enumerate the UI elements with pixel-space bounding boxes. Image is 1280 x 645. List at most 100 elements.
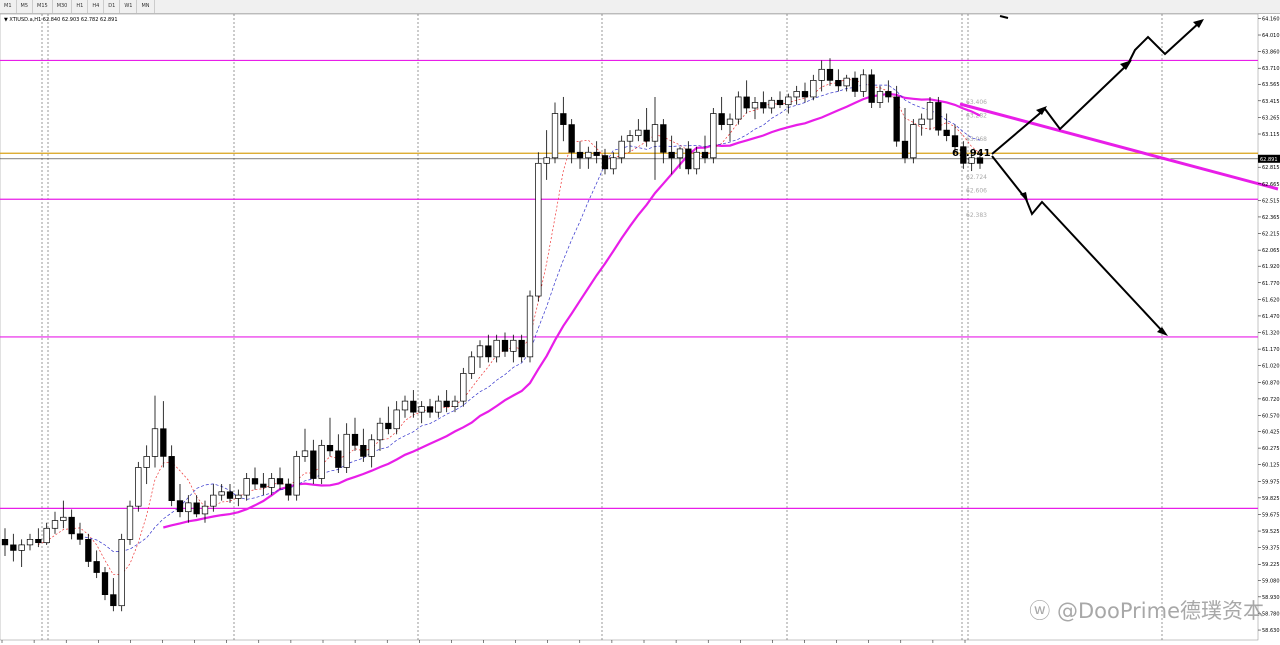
timeframe-button[interactable]: M30 bbox=[53, 0, 73, 13]
candle-body bbox=[110, 594, 117, 607]
candle-body bbox=[385, 422, 392, 430]
candle-body bbox=[101, 572, 109, 596]
candle-body bbox=[668, 151, 675, 159]
candle-body bbox=[235, 494, 242, 499]
candle-body bbox=[226, 491, 234, 499]
y-tick-label: 63.710 bbox=[1262, 66, 1280, 72]
candle-body bbox=[676, 148, 684, 159]
candle-body bbox=[143, 456, 150, 468]
candle-body bbox=[610, 157, 617, 170]
timeframe-button[interactable]: H4 bbox=[88, 0, 105, 13]
timeframe-button[interactable]: M1 bbox=[0, 0, 17, 13]
timeframe-button[interactable]: D1 bbox=[104, 0, 121, 13]
candle-body bbox=[168, 456, 175, 501]
candle-body bbox=[718, 113, 725, 125]
fib-label: 63.282 bbox=[966, 113, 987, 120]
candle-body bbox=[601, 155, 609, 170]
watermark: ⓦ @DooPrime德璞资本 bbox=[1029, 595, 1264, 625]
candle-body bbox=[51, 520, 59, 529]
candle-body bbox=[318, 444, 325, 479]
candle-body bbox=[260, 483, 267, 488]
timeframe-button[interactable]: M15 bbox=[33, 0, 53, 13]
weibo-icon: ⓦ bbox=[1029, 599, 1051, 623]
y-tick-label: 60.425 bbox=[1262, 430, 1280, 436]
y-tick-label: 58.780 bbox=[1262, 611, 1280, 617]
candle-body bbox=[960, 146, 967, 164]
y-tick-label: 59.675 bbox=[1262, 512, 1280, 518]
candle-body bbox=[860, 74, 867, 92]
candle-body bbox=[585, 151, 592, 159]
candle-body bbox=[476, 345, 484, 358]
candle-body bbox=[868, 74, 875, 103]
candle-body bbox=[310, 450, 317, 479]
candle-body bbox=[26, 539, 34, 546]
timeframe-button[interactable]: H1 bbox=[72, 0, 89, 13]
candle-body bbox=[526, 295, 534, 358]
y-tick-label: 63.115 bbox=[1262, 132, 1280, 138]
candle-body bbox=[343, 433, 350, 468]
candle-body bbox=[893, 96, 900, 142]
candle-body bbox=[910, 124, 917, 159]
candle-body bbox=[493, 339, 500, 358]
candle-body bbox=[685, 148, 692, 170]
y-tick-label: 64.160 bbox=[1262, 16, 1280, 22]
candle-body bbox=[593, 151, 600, 156]
candle-body bbox=[560, 113, 567, 125]
candle-body bbox=[76, 533, 84, 540]
candle-body bbox=[360, 444, 367, 457]
candle-body bbox=[435, 400, 442, 413]
candle-body bbox=[635, 129, 642, 137]
candle-body bbox=[185, 502, 192, 513]
candle-body bbox=[351, 433, 359, 446]
arrow-heads bbox=[1020, 19, 1204, 336]
candle-body bbox=[751, 102, 759, 109]
y-tick-label: 61.170 bbox=[1262, 347, 1280, 353]
y-tick-label: 59.375 bbox=[1262, 546, 1280, 552]
candle-body bbox=[293, 456, 300, 496]
candle-body bbox=[568, 124, 575, 153]
candle-body bbox=[1, 539, 9, 546]
candle-body bbox=[618, 140, 625, 159]
plot-area bbox=[0, 14, 1259, 641]
candle-body bbox=[251, 478, 259, 485]
timeframe-toolbar: M1 M5 M15 M30 H1 H4 D1 W1 MN bbox=[0, 0, 1280, 14]
candle-body bbox=[60, 516, 67, 521]
candle-body bbox=[826, 68, 834, 81]
candle-body bbox=[885, 91, 892, 98]
y-tick-label: 61.920 bbox=[1262, 264, 1280, 270]
candle-body bbox=[501, 339, 509, 352]
candle-body bbox=[543, 157, 550, 164]
candle-body bbox=[285, 483, 292, 496]
candle-body bbox=[301, 450, 309, 457]
candle-body bbox=[660, 124, 667, 153]
candle-body bbox=[793, 91, 800, 98]
candle-body bbox=[468, 356, 475, 374]
watermark-text: @DooPrime德璞资本 bbox=[1056, 599, 1264, 623]
candle-body bbox=[93, 561, 100, 573]
fib-label: 62.724 bbox=[966, 174, 987, 181]
timeframe-button[interactable]: M5 bbox=[17, 0, 33, 13]
candle-body bbox=[968, 157, 975, 164]
candle-body bbox=[551, 113, 559, 159]
candle-body bbox=[951, 135, 959, 148]
timeframe-button[interactable]: W1 bbox=[120, 0, 138, 13]
y-tick-label: 64.010 bbox=[1262, 33, 1280, 39]
y-tick-label: 62.365 bbox=[1262, 215, 1280, 221]
candle-body bbox=[851, 77, 859, 92]
y-tick-label: 62.815 bbox=[1262, 165, 1280, 171]
last-price-label: 62.891 bbox=[1260, 157, 1278, 163]
projection-line bbox=[959, 102, 1279, 191]
candle-body bbox=[726, 118, 734, 125]
candle-body bbox=[201, 505, 209, 515]
candle-body bbox=[935, 102, 942, 131]
y-tick-label: 59.080 bbox=[1262, 578, 1280, 584]
candle-body bbox=[126, 505, 134, 540]
timeframe-button[interactable]: MN bbox=[137, 0, 155, 13]
candle-body bbox=[518, 339, 525, 358]
candle-body bbox=[710, 113, 717, 159]
y-tick-label: 61.470 bbox=[1262, 314, 1280, 320]
candle-body bbox=[243, 478, 250, 496]
chart: 62.94163.40663.28263.06862.72462.60662.3… bbox=[0, 14, 1280, 643]
candle-body bbox=[10, 544, 17, 551]
candle-body bbox=[810, 80, 817, 98]
